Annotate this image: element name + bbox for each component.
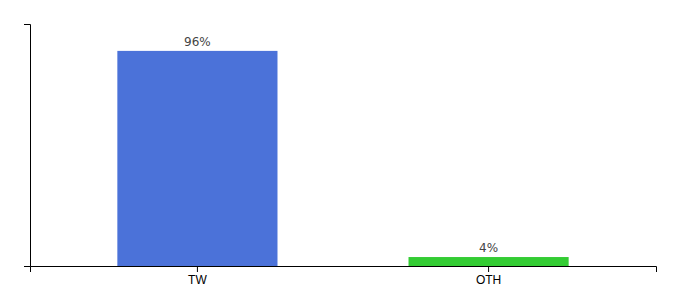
data-label: 96% (184, 35, 211, 49)
bars (117, 51, 568, 266)
y-axis (24, 25, 31, 267)
plot-area: TW OTH 96% 4% (24, 25, 657, 287)
bar (409, 257, 569, 266)
data-label: 4% (479, 241, 498, 255)
x-tick-label: TW (188, 273, 207, 287)
x-axis: TW OTH (31, 266, 657, 287)
bar (117, 51, 277, 266)
y-axis-line (24, 25, 31, 267)
chart-svg: TW OTH 96% 4% (0, 0, 680, 300)
x-tick-label: OTH (476, 273, 501, 287)
x-tick-mark (488, 266, 489, 272)
x-axis-line (31, 267, 657, 273)
x-tick: TW (188, 266, 207, 287)
x-tick-mark (197, 266, 198, 272)
x-tick: OTH (476, 266, 501, 287)
chart-container: TW OTH 96% 4% (0, 0, 680, 300)
data-labels: 96% 4% (184, 35, 498, 255)
